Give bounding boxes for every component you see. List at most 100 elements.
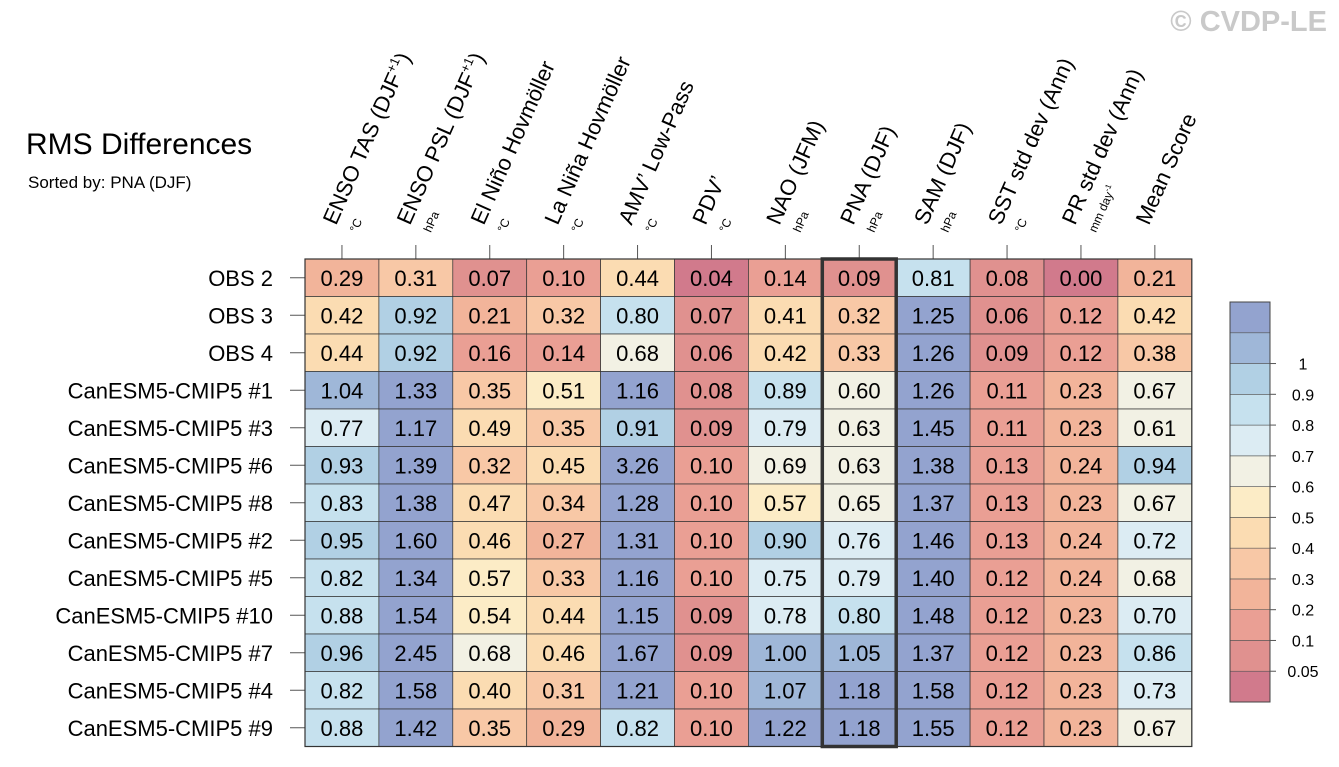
cell-value: 1.67 — [616, 641, 659, 666]
cell-value: 0.24 — [1060, 528, 1103, 553]
column-header-label: PNA (DJF) — [835, 122, 901, 228]
heatmap-cell — [304, 408, 380, 447]
row-label: CanESM5-CMIP5 #3 — [68, 416, 273, 441]
heatmap-cell — [821, 671, 897, 710]
cell-value: 0.82 — [321, 678, 364, 703]
cell-value: 0.07 — [690, 303, 733, 328]
cell-value: 1.00 — [764, 641, 807, 666]
colorbar-label: 0.3 — [1292, 572, 1314, 589]
cell-value: 0.27 — [542, 528, 585, 553]
cell-value: 0.96 — [321, 641, 364, 666]
cell-value: 1.18 — [838, 716, 881, 741]
heatmap-cell — [821, 258, 897, 297]
heatmap-cell — [674, 371, 749, 410]
heatmap-cell — [452, 521, 528, 560]
cell-value: 0.14 — [764, 266, 807, 291]
row-label: CanESM5-CMIP5 #2 — [68, 528, 273, 553]
heatmap-cell — [452, 408, 528, 447]
heatmap-cell — [378, 408, 454, 447]
cell-value: 0.73 — [1133, 678, 1176, 703]
heatmap-cell — [304, 708, 380, 747]
heatmap-cell — [526, 296, 601, 335]
cell-value: 0.33 — [838, 341, 881, 366]
cell-value: 0.10 — [542, 266, 585, 291]
cell-value: 3.26 — [616, 453, 659, 478]
cell-value: 1.38 — [394, 491, 437, 516]
heatmap-cell — [821, 483, 897, 522]
heatmap-cell — [378, 596, 454, 635]
cell-value: 0.09 — [986, 341, 1029, 366]
cell-value: 1.15 — [616, 603, 659, 628]
cell-value: 0.63 — [838, 416, 881, 441]
colorbar-label: 0.2 — [1292, 603, 1314, 620]
heatmap-cell — [748, 596, 823, 635]
cell-value: 0.09 — [690, 416, 733, 441]
cell-value: 0.13 — [986, 528, 1029, 553]
column-unit: hPa — [790, 209, 812, 234]
row-label: OBS 4 — [208, 341, 273, 366]
cell-value: 0.31 — [394, 266, 437, 291]
colorbar-segment — [1229, 363, 1271, 395]
heatmap-cell — [674, 671, 749, 710]
cell-value: 1.05 — [838, 641, 881, 666]
cell-value: 0.57 — [468, 566, 511, 591]
cell-value: 0.32 — [468, 453, 511, 478]
cell-value: 0.44 — [616, 266, 659, 291]
heatmap-cell — [600, 483, 675, 522]
cell-value: 0.44 — [321, 341, 364, 366]
cell-value: 1.54 — [394, 603, 437, 628]
heatmap-cells — [304, 258, 1193, 748]
cell-value: 0.12 — [986, 716, 1029, 741]
heatmap-cell — [821, 596, 897, 635]
heatmap-cell — [895, 596, 971, 635]
column-unit: °C — [716, 216, 734, 234]
heatmap-cell — [1117, 371, 1193, 410]
row-labels: OBS 2 OBS 3 OBS 4 CanESM5-CMIP5 #1 CanESM5-C… — [55, 266, 305, 741]
cell-value: 0.10 — [690, 566, 733, 591]
cell-value: 1.25 — [912, 303, 955, 328]
heatmap-cell — [674, 558, 749, 597]
cell-value: 0.34 — [542, 491, 585, 516]
colorbar-label: 0.7 — [1292, 449, 1314, 466]
heatmap-cell — [674, 708, 749, 747]
row-label: OBS 3 — [208, 303, 273, 328]
heatmap-cell — [304, 521, 380, 560]
cell-value: 0.12 — [986, 603, 1029, 628]
cell-value: 0.23 — [1060, 641, 1103, 666]
heatmap-cell — [452, 371, 528, 410]
cell-value: 0.63 — [838, 453, 881, 478]
cell-value: 0.35 — [468, 378, 511, 403]
heatmap-cell — [895, 408, 971, 447]
colorbar-label: 0.8 — [1292, 418, 1314, 435]
cell-value: 0.88 — [321, 716, 364, 741]
cell-value: 0.24 — [1060, 566, 1103, 591]
cell-value: 0.78 — [764, 603, 807, 628]
cell-value: 0.68 — [616, 341, 659, 366]
cell-value: 0.45 — [542, 453, 585, 478]
heatmap-cell — [748, 446, 823, 485]
cell-value: 0.10 — [690, 716, 733, 741]
cell-value: 0.61 — [1133, 416, 1176, 441]
column-unit: °C — [642, 216, 660, 234]
heatmap-cell — [1117, 633, 1193, 672]
heatmap-cell — [674, 408, 749, 447]
heatmap-cell — [674, 521, 749, 560]
heatmap-cell — [969, 483, 1045, 522]
cell-value: 0.31 — [542, 678, 585, 703]
cell-value: 0.94 — [1133, 453, 1176, 478]
cell-value: 0.21 — [1133, 266, 1176, 291]
cell-value: 0.54 — [468, 603, 511, 628]
cell-value: 1.45 — [912, 416, 955, 441]
column-unit: °C — [569, 216, 587, 234]
cell-value: 0.88 — [321, 603, 364, 628]
cell-value: 0.08 — [986, 266, 1029, 291]
heatmap-cell — [895, 521, 971, 560]
cell-value: 0.79 — [764, 416, 807, 441]
heatmap-cell — [969, 633, 1045, 672]
page-subtitle: Sorted by: PNA (DJF) — [28, 173, 192, 192]
heatmap-cell — [1117, 333, 1193, 372]
heatmap-cell — [304, 258, 380, 297]
heatmap-cell — [600, 558, 675, 597]
heatmap-cell — [600, 333, 675, 372]
colorbar-segment — [1229, 455, 1271, 487]
